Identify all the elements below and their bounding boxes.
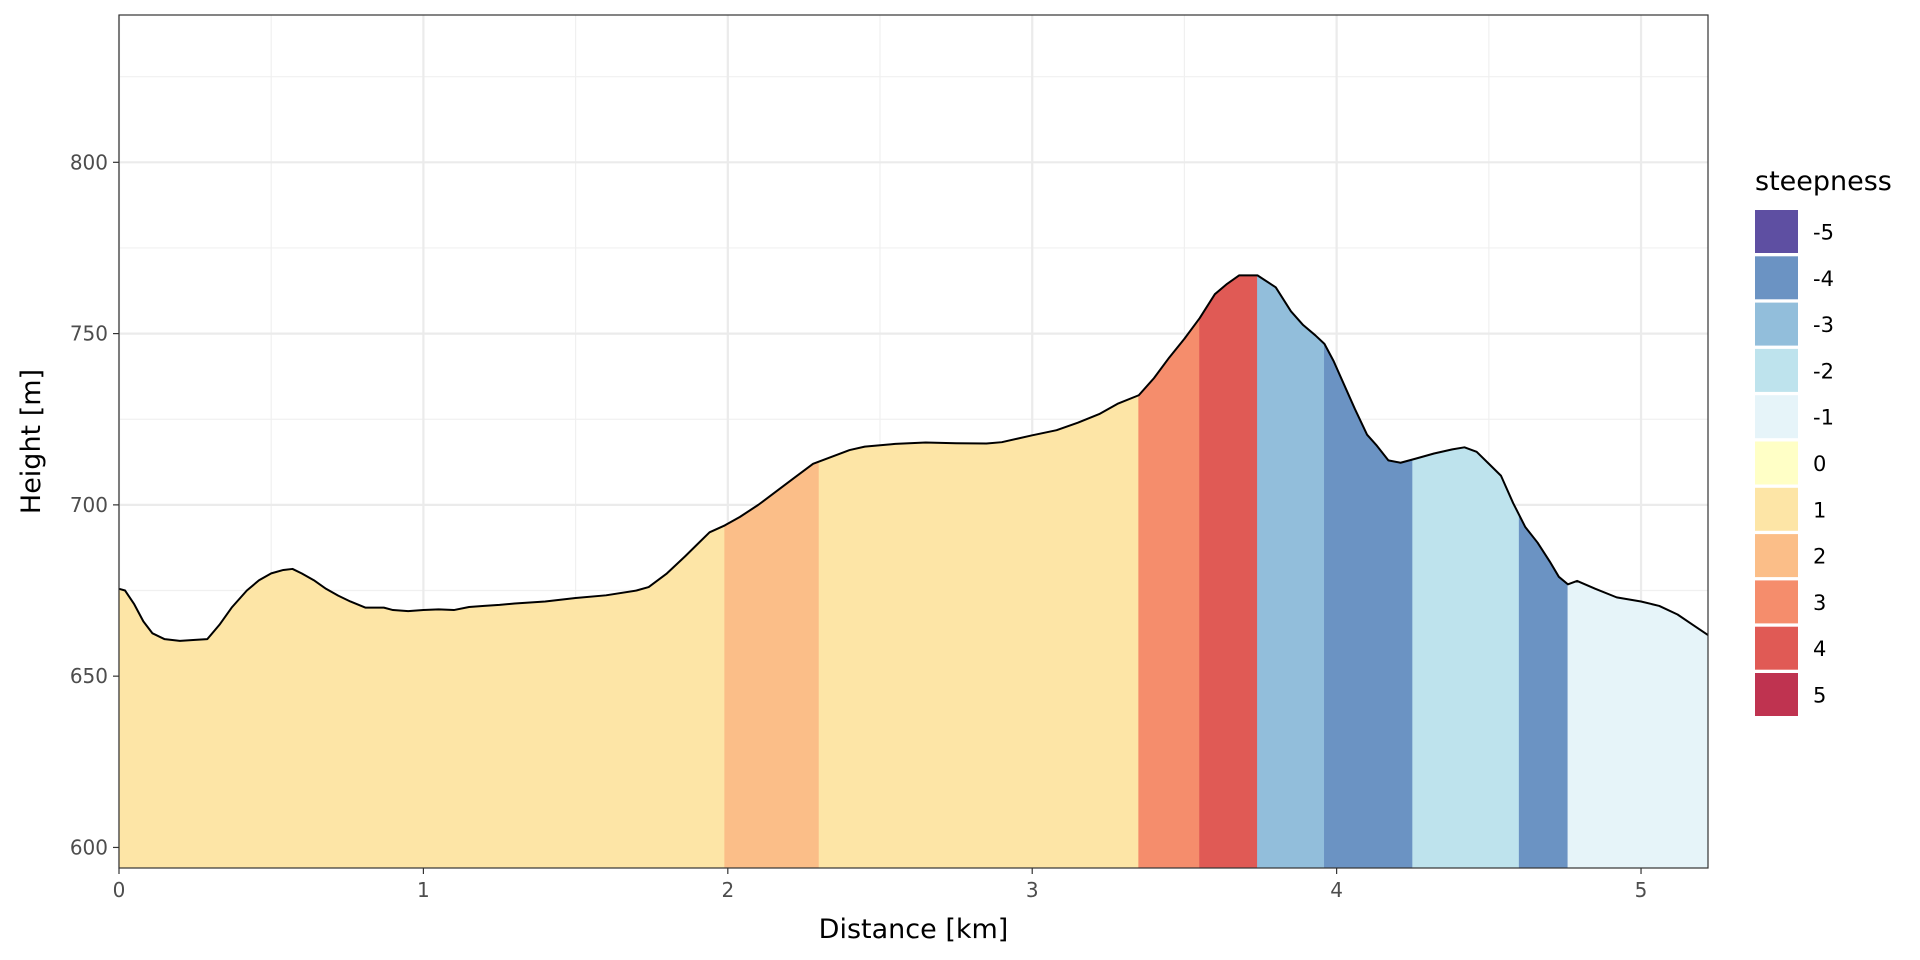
legend-key: [1755, 256, 1798, 300]
x-axis-ticks: 0 1 2 3 4 5: [113, 868, 1648, 902]
steepness-area: [1412, 446, 1520, 869]
legend-label: 1: [1813, 498, 1826, 522]
x-tick-label: 3: [1026, 878, 1039, 902]
y-tick-label: 650: [70, 664, 108, 688]
legend-key: [1755, 487, 1798, 531]
y-axis-ticks: 600 650 700 750 800: [70, 150, 119, 859]
y-tick-label: 700: [70, 493, 108, 517]
profile-line-group: [118, 274, 1709, 642]
legend-key: [1755, 210, 1798, 253]
x-tick-label: 4: [1330, 878, 1343, 902]
profile-line: [118, 274, 1709, 642]
y-tick-label: 750: [70, 322, 108, 346]
legend-label: -5: [1813, 221, 1834, 245]
y-tick-label: 600: [70, 835, 108, 859]
steepness-area: [818, 394, 1140, 869]
legend-key: [1755, 534, 1798, 578]
legend-label: -3: [1813, 313, 1834, 337]
x-tick-label: 1: [417, 878, 430, 902]
legend-items: -5 -4 -3 -2 -1 0 1 2 3 4 5: [1755, 210, 1834, 716]
legend-label: 4: [1813, 637, 1826, 661]
steepness-area: [1138, 316, 1201, 869]
legend-key: [1755, 626, 1798, 670]
legend-label: -4: [1813, 267, 1834, 291]
legend-label: -2: [1813, 359, 1834, 383]
legend-label: 0: [1813, 452, 1826, 476]
steepness-area: [1567, 580, 1709, 869]
panel-border: [118, 14, 1709, 869]
legend: steepness -5 -4 -3 -2 -1 0 1 2 3 4 5: [1755, 166, 1892, 716]
steepness-areas: [118, 274, 1709, 869]
legend-key: [1755, 302, 1798, 346]
legend-key: [1755, 441, 1798, 485]
legend-title: steepness: [1755, 166, 1892, 197]
legend-label: 3: [1813, 591, 1826, 615]
x-axis-title: Distance [km]: [819, 914, 1009, 945]
x-tick-label: 0: [113, 878, 126, 902]
legend-key: [1755, 395, 1798, 439]
x-tick-label: 2: [721, 878, 734, 902]
legend-label: 2: [1813, 545, 1826, 569]
y-axis-title: Height [m]: [16, 369, 47, 514]
legend-key: [1755, 580, 1798, 624]
steepness-area: [1199, 274, 1258, 869]
steepness-area: [724, 460, 820, 869]
legend-label: 5: [1813, 684, 1826, 708]
y-tick-label: 800: [70, 150, 108, 174]
steepness-area: [1257, 274, 1325, 869]
legend-key: [1755, 348, 1798, 392]
x-tick-label: 5: [1635, 878, 1648, 902]
legend-key: [1755, 673, 1798, 716]
legend-label: -1: [1813, 406, 1834, 430]
